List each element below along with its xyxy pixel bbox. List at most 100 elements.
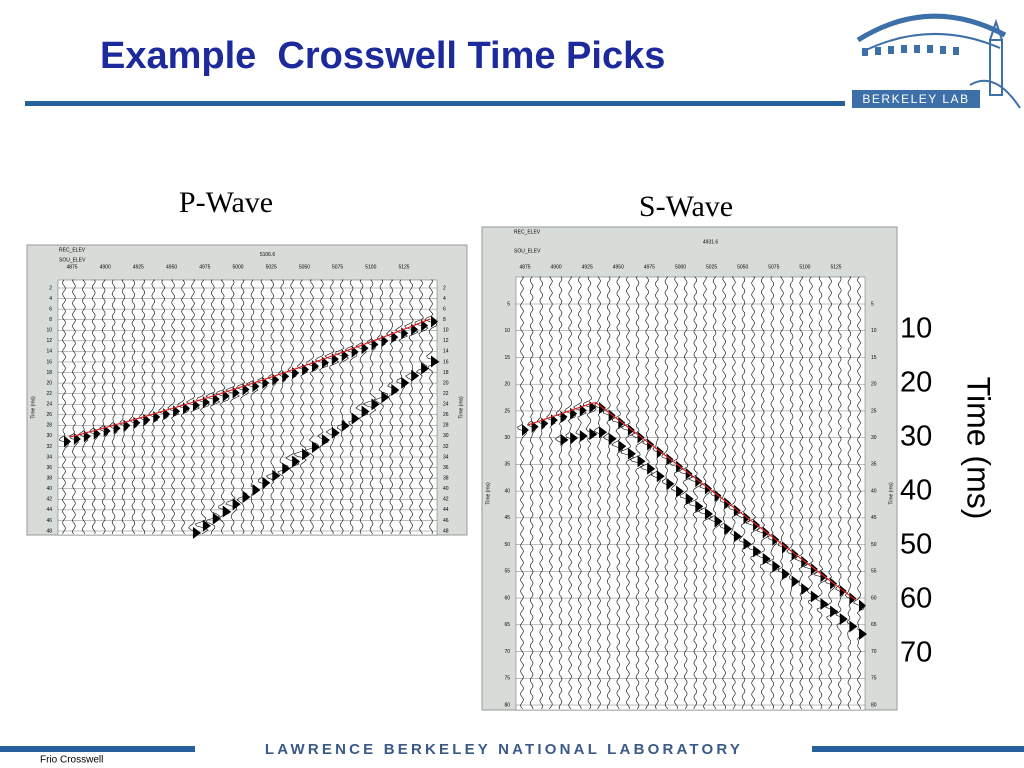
- trace-lobe: [724, 522, 733, 535]
- time-label: 60: [900, 583, 932, 615]
- time-tick-label: 2: [49, 285, 52, 291]
- trace-lobe: [676, 485, 685, 498]
- trace-lobe: [411, 323, 419, 336]
- trace-lobe: [381, 391, 390, 404]
- header-label: SOU_ELEV: [514, 248, 541, 254]
- trace-lobe: [714, 515, 723, 528]
- trace: [697, 276, 713, 710]
- trace-lobe: [608, 432, 617, 445]
- time-label: 30: [900, 421, 932, 453]
- time-tick-label: 42: [46, 497, 52, 503]
- trace: [639, 276, 653, 710]
- trace: [517, 276, 528, 710]
- trace: [611, 276, 626, 710]
- station-label: 5100: [799, 264, 810, 270]
- time-tick-label: 6: [443, 306, 446, 312]
- trace: [803, 276, 819, 710]
- station-label: 4950: [166, 264, 177, 270]
- time-tick-label: 70: [871, 649, 877, 655]
- time-tick-label: 15: [504, 355, 510, 361]
- trace: [99, 279, 109, 535]
- station-label: 5125: [830, 264, 841, 270]
- time-tick-label: 20: [871, 382, 877, 388]
- station-label: 4975: [199, 264, 210, 270]
- trace-lobe: [282, 462, 291, 475]
- station-label: 4925: [582, 264, 593, 270]
- trace: [678, 276, 694, 710]
- trace-lobe: [849, 620, 858, 633]
- time-tick-label: 32: [443, 444, 449, 450]
- trace-lobe: [371, 338, 379, 351]
- trace-lobe: [252, 484, 261, 497]
- time-tick-label: 18: [46, 370, 52, 376]
- trace-lobe: [361, 405, 370, 418]
- time-tick-label: 10: [504, 328, 510, 334]
- trace-lobe: [321, 434, 330, 447]
- slide-title: Example Crosswell Time Picks: [100, 35, 665, 77]
- time-tick-label: 26: [443, 412, 449, 418]
- trace-lobe: [292, 455, 301, 468]
- trace: [661, 276, 673, 710]
- pick-curve: [527, 402, 857, 601]
- time-tick-label: 38: [46, 476, 52, 482]
- trace: [205, 279, 221, 535]
- trace-lobe: [401, 327, 409, 340]
- time-tick-label: 18: [443, 370, 449, 376]
- trace-lobe: [331, 426, 340, 439]
- trace: [335, 279, 349, 535]
- trace-lobe: [589, 428, 598, 441]
- trace: [277, 279, 290, 535]
- trace-lobe: [685, 492, 694, 505]
- time-tick-label: 4: [443, 296, 446, 302]
- trace: [148, 279, 159, 535]
- header-label: REC_ELEV: [59, 247, 86, 253]
- header-value: 5106.6: [260, 252, 276, 258]
- trace: [527, 276, 536, 710]
- trace-lobe: [202, 519, 211, 532]
- axis-label: Time (ms): [961, 377, 997, 520]
- station-label: 4950: [613, 264, 624, 270]
- trace-lobe: [272, 469, 281, 482]
- trace-lobe: [704, 507, 713, 520]
- station-label: 5000: [232, 264, 243, 270]
- trace-lobe: [232, 498, 241, 511]
- time-tick-label: 60: [871, 595, 877, 601]
- trace: [727, 276, 741, 710]
- trace-lobe: [302, 448, 311, 461]
- logo-text: BERKELEY LAB: [862, 92, 969, 106]
- time-tick-label: 70: [504, 649, 510, 655]
- time-tick-label: 42: [443, 497, 449, 503]
- time-tick-label: 65: [504, 622, 510, 628]
- trace: [293, 279, 308, 535]
- trace-lobe: [647, 462, 656, 475]
- time-tick-label: 2: [443, 285, 446, 291]
- trace-lobe: [212, 512, 221, 525]
- station-label: 4900: [551, 264, 562, 270]
- time-tick-label: 16: [46, 359, 52, 365]
- trace-lobe: [411, 369, 420, 382]
- seismic-panel: REC_ELEV SOU_ELEV 5106.6 4875 4900 4925 4950 49…: [26, 244, 468, 539]
- trace-lobe: [421, 362, 430, 375]
- trace-lobe: [351, 345, 359, 358]
- time-tick-label: 30: [46, 433, 52, 439]
- trace-lobe: [560, 433, 569, 446]
- trace-lobe: [753, 545, 762, 558]
- trace: [167, 279, 179, 535]
- panel-plot: [515, 276, 866, 711]
- time-tick-label: 40: [46, 486, 52, 492]
- time-tick-label: 45: [504, 515, 510, 521]
- trace-lobe: [772, 560, 781, 573]
- panel-label: S-Wave: [639, 190, 733, 223]
- time-tick-label: 40: [871, 488, 877, 494]
- trace: [266, 279, 277, 535]
- time-tick-label: 14: [46, 349, 52, 355]
- time-tick-label: 46: [443, 518, 449, 524]
- trace-lobe: [341, 349, 349, 362]
- trace-lobe: [579, 430, 588, 443]
- time-tick-label: 44: [443, 507, 449, 513]
- trace-lobe: [371, 398, 380, 411]
- time-tick-label: 14: [443, 349, 449, 355]
- trace: [78, 279, 89, 535]
- trace: [835, 276, 848, 710]
